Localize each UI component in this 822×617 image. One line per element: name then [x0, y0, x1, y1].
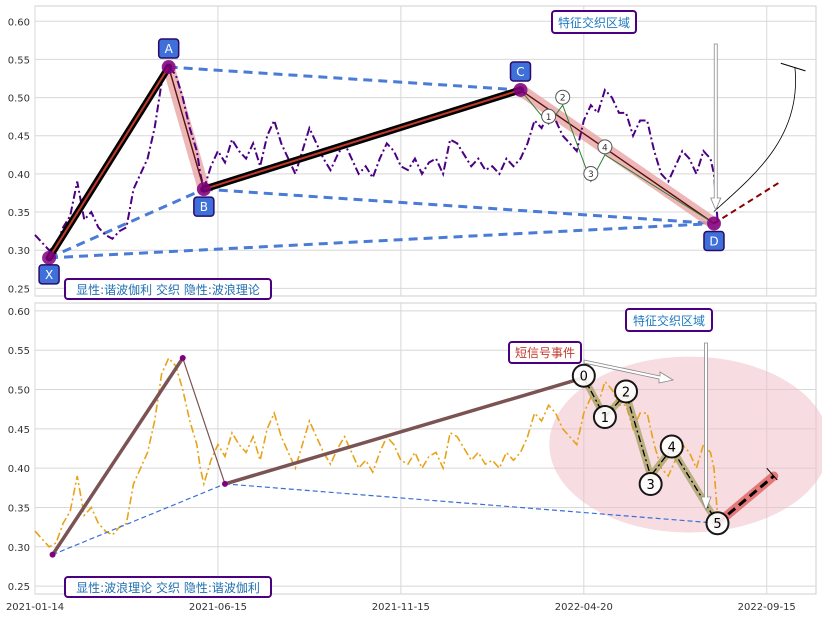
wave-line	[583, 377, 719, 524]
pivot-leg	[224, 376, 585, 486]
wave-label-text: 5	[713, 517, 721, 532]
wave-label-circle	[614, 379, 639, 404]
pivot-badge-label: C	[516, 65, 524, 79]
price-line	[34, 356, 719, 548]
wave-label-circle	[638, 472, 663, 497]
harmonic-dashed-line	[48, 187, 205, 260]
pivot-badge	[703, 230, 725, 252]
pivot-leg	[182, 357, 226, 485]
pivot-dot	[196, 182, 211, 197]
pivot-badge-label: D	[709, 235, 718, 249]
xabcd-leg-inner	[48, 66, 170, 259]
y-tick-label: 0.50	[8, 94, 30, 105]
y-tick-label: 0.25	[8, 582, 30, 593]
legend-text: 显性:谐波伽利 交织 隐性:波浪理论	[76, 282, 260, 297]
xabcd-leg-inner	[203, 88, 521, 191]
x-tick-label: 2021-01-14	[6, 602, 64, 613]
pivot-dot	[706, 216, 721, 231]
dashed-blue-line	[52, 483, 226, 556]
forecast-arc	[713, 67, 797, 212]
wave-label-circle	[571, 363, 596, 388]
plot-area	[34, 5, 817, 297]
wave-marker-label: 4	[602, 143, 608, 153]
wave-marker	[555, 89, 571, 105]
pivot-badge	[193, 196, 215, 217]
y-tick-label: 0.35	[8, 208, 30, 219]
y-tick-label: 0.60	[8, 307, 30, 318]
pivot-dot	[513, 82, 528, 97]
short-signal-box	[508, 341, 582, 364]
y-tick-label: 0.50	[8, 386, 30, 397]
x-tick-label: 2022-04-20	[555, 602, 613, 613]
pivot-dot	[221, 480, 228, 487]
annotation-text: 特征交织区域	[633, 313, 705, 328]
bottom-panel: 0.25 0.30 0.35 0.40 0.45 0.50 0.55 0.60 0 12 3 4 5 短信…	[6, 302, 822, 613]
wave-marker	[597, 139, 613, 155]
y-tick-label: 0.40	[8, 170, 30, 181]
annotation-arrow	[710, 43, 722, 212]
pivot-dot	[161, 60, 176, 75]
wave-label-text: 3	[647, 478, 655, 493]
pivot-badge	[509, 61, 532, 82]
pivot-badge-label: B	[200, 200, 208, 214]
wave-label-circle	[705, 511, 730, 536]
wave-marker	[583, 166, 599, 182]
pivot-dot	[42, 250, 57, 265]
forecast-line	[716, 474, 775, 525]
x-tick-label: 2022-09-15	[738, 602, 796, 613]
pivot-dot	[179, 355, 186, 362]
x-tick-label: 2021-11-15	[372, 602, 430, 613]
pivot-badge	[157, 38, 180, 59]
forecast-arc-cap	[780, 62, 806, 72]
pivot-badge	[38, 264, 60, 285]
y-tick-label: 0.45	[8, 425, 30, 436]
xabcd-leg-thin	[168, 66, 205, 190]
x-tick-label: 2021-06-15	[189, 602, 247, 613]
harmonic-dashed-line	[48, 222, 715, 260]
y-tick-label: 0.55	[8, 55, 30, 66]
dashed-blue-line	[224, 483, 718, 524]
legend-box	[64, 576, 272, 598]
annotation-box	[551, 10, 637, 34]
wave-label-text: 0	[580, 370, 588, 385]
y-tick-label: 0.55	[8, 346, 30, 357]
pivot-badge-label: A	[165, 42, 174, 56]
y-tick-label: 0.40	[8, 464, 30, 475]
harmonic-dashed-line	[203, 187, 715, 225]
harmonic-dashed-line	[168, 65, 521, 92]
legend-text: 显性:波浪理论 交织 隐性:谐波伽利	[76, 580, 260, 595]
legend-box	[64, 278, 272, 300]
y-tick-label: 0.45	[8, 132, 30, 143]
wave-label-text: 2	[622, 385, 630, 400]
short-signal-text: 短信号事件	[515, 346, 575, 360]
wave-marker-label: 1	[546, 113, 552, 123]
forecast-line	[713, 180, 782, 225]
pivot-leg	[51, 357, 185, 556]
short-signal-arrow	[583, 359, 675, 384]
wave-label-text: 1	[601, 411, 609, 426]
forecast-cap	[766, 467, 778, 481]
y-tick-label: 0.25	[8, 284, 30, 295]
y-tick-label: 0.35	[8, 503, 30, 514]
y-tick-label: 0.30	[8, 246, 30, 257]
wave-marker-label: 3	[588, 170, 594, 180]
annotation-box	[625, 308, 713, 332]
wave-label-circle	[592, 405, 617, 430]
y-tick-label: 0.60	[8, 17, 30, 28]
top-panel: 0.25 0.30 0.35 0.40 0.45 0.50 0.55 0.60 12 3 4 X A B C…	[8, 5, 817, 300]
wave-label-circle	[659, 434, 684, 459]
pivot-badge-label: X	[45, 268, 53, 282]
y-tick-label: 0.30	[8, 543, 30, 554]
wave-label-text: 4	[668, 441, 676, 456]
annotation-arrow	[700, 342, 712, 512]
annotation-text: 特征交织区域	[558, 15, 630, 30]
wave-marker-label: 2	[560, 94, 566, 104]
wave-marker	[541, 108, 557, 124]
price-line	[34, 65, 719, 252]
pivot-dot	[49, 551, 56, 558]
